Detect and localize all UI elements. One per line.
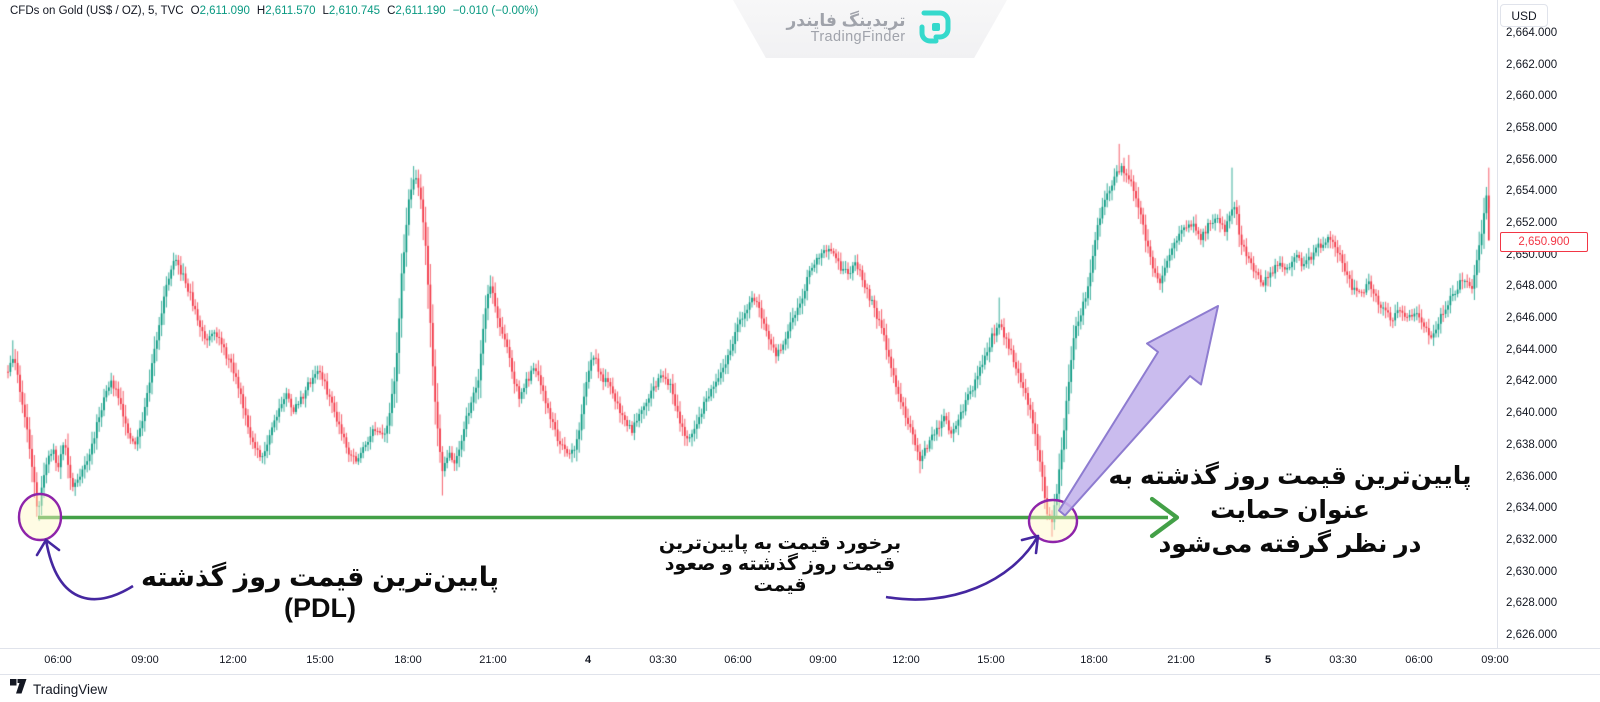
ohlc-value: 2,611.190 <box>395 5 446 17</box>
current-price-tag: 2,650.900 <box>1500 231 1588 252</box>
touch-label-line1: برخورد قیمت به پایین‌ترین <box>658 533 902 554</box>
currency-usd-button[interactable]: USD <box>1500 4 1548 27</box>
ohlc-key: L <box>322 5 329 17</box>
time-axis-label: 06:00 <box>44 654 72 666</box>
time-axis-day-label: 4 <box>584 654 592 666</box>
time-axis-label: 09:00 <box>1481 654 1509 666</box>
price-axis-label: 2,650.000 <box>1506 248 1558 261</box>
touch-label: برخورد قیمت به پایین‌ترین قیمت روز گذشته… <box>655 533 905 596</box>
price-axis-label: 2,632.000 <box>1506 533 1558 546</box>
price-axis-label: 2,644.000 <box>1506 343 1558 356</box>
time-axis-label: 21:00 <box>479 654 507 666</box>
pdl-curved-arrowhead-icon <box>35 538 61 557</box>
pdl-low-circle <box>17 492 63 542</box>
price-axis-label: 2,630.000 <box>1506 565 1558 578</box>
price-axis-label: 2,658.000 <box>1506 122 1558 135</box>
ohlc-key: H <box>256 5 266 17</box>
retest-curved-arrow <box>885 535 1040 601</box>
price-change: −0.010 (−0.00%) <box>452 5 539 17</box>
time-axis-label: 18:00 <box>394 654 422 666</box>
price-axis-label: 2,642.000 <box>1506 375 1558 388</box>
time-axis-label: 09:00 <box>809 654 837 666</box>
ohlc-key: O <box>190 5 200 17</box>
bullish-block-arrow <box>1058 305 1219 517</box>
time-axis-label: 06:00 <box>1405 654 1433 666</box>
price-axis-label: 2,656.000 <box>1506 153 1558 166</box>
price-axis-label: 2,648.000 <box>1506 280 1558 293</box>
time-axis-label: 09:00 <box>131 654 159 666</box>
time-axis-label: 18:00 <box>1080 654 1108 666</box>
price-axis-label: 2,654.000 <box>1506 185 1558 198</box>
tradingview-brand-text: TradingView <box>33 681 108 697</box>
symbol-legend[interactable]: CFDs on Gold (US$ / OZ), 5, TVC O2,611.09… <box>10 5 538 17</box>
support-label-line1: پایین‌ترین قیمت روز گذشته به عنوان حمایت <box>1108 462 1472 524</box>
pdl-label: پایین‌ترین قیمت روز گذشته (PDL) <box>140 562 500 623</box>
time-axis-label: 12:00 <box>892 654 920 666</box>
tradingview-logo-icon <box>10 679 27 699</box>
price-axis-label: 2,638.000 <box>1506 438 1558 451</box>
price-axis-label: 2,634.000 <box>1506 502 1558 515</box>
retest-curved-arrowhead-icon <box>1020 534 1040 555</box>
time-axis-label: 03:30 <box>649 654 677 666</box>
price-axis-label: 2,646.000 <box>1506 312 1558 325</box>
price-axis-label: 2,652.000 <box>1506 217 1558 230</box>
price-axis-label: 2,626.000 <box>1506 628 1558 641</box>
time-axis-label: 15:00 <box>306 654 334 666</box>
ohlc-value: 2,611.570 <box>265 5 316 17</box>
time-axis-label: 21:00 <box>1167 654 1195 666</box>
time-axis-label: 06:00 <box>724 654 752 666</box>
pdl-curved-arrow <box>44 539 134 601</box>
price-axis-label: 2,662.000 <box>1506 58 1558 71</box>
support-label: پایین‌ترین قیمت روز گذشته به عنوان حمایت… <box>1078 459 1502 561</box>
pdl-line-arrowhead-icon <box>1149 496 1180 539</box>
symbol-title: CFDs on Gold (US$ / OZ), 5, TVC <box>10 5 184 17</box>
time-axis-label: 15:00 <box>977 654 1005 666</box>
candlestick-chart[interactable] <box>0 0 1600 648</box>
time-axis-label: 03:30 <box>1329 654 1357 666</box>
tradingview-attribution[interactable]: TradingView <box>10 679 107 699</box>
price-axis-label: 2,628.000 <box>1506 597 1558 610</box>
time-axis[interactable]: 06:00 09:00 12:00 15:00 18:00 21:00 4 03:30 06:0… <box>0 648 1600 675</box>
touch-label-line2: قیمت روز گذشته و صعود قیمت <box>664 554 896 596</box>
price-axis-label: 2,660.000 <box>1506 90 1558 103</box>
price-axis-label: 2,640.000 <box>1506 407 1558 420</box>
ohlc-value: 2,611.090 <box>199 5 250 17</box>
price-axis-label: 2,636.000 <box>1506 470 1558 483</box>
ohlc-value: 2,610.745 <box>328 5 381 17</box>
price-axis[interactable]: 2,664.000 2,662.000 2,660.000 2,658.000 2,65… <box>1497 0 1600 648</box>
ohlc-key: C <box>387 5 396 17</box>
price-axis-label: 2,664.000 <box>1506 27 1558 39</box>
time-axis-label: 12:00 <box>219 654 247 666</box>
time-axis-day-label: 5 <box>1264 654 1272 666</box>
support-label-line2: در نظر گرفته می‌شود <box>1158 530 1422 558</box>
